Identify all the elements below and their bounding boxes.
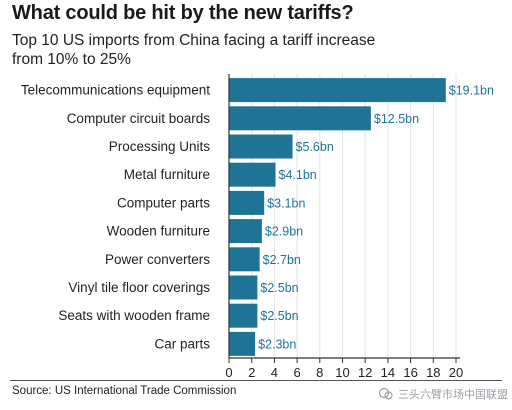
wechat-icon xyxy=(378,387,393,400)
x-tick-label-3: 6 xyxy=(293,365,300,380)
footer-divider xyxy=(10,380,502,381)
category-label-1: Computer circuit boards xyxy=(67,111,211,126)
value-label-9: $2.3bn xyxy=(258,337,296,351)
bar-3 xyxy=(229,162,276,187)
watermark-text: 三头六臂市场中国联盟 xyxy=(398,388,508,401)
category-label-9: Car parts xyxy=(154,336,210,351)
bar-0 xyxy=(229,78,446,103)
value-label-3: $4.1bn xyxy=(279,168,317,182)
bar-5 xyxy=(229,219,262,244)
x-tick-label-2: 4 xyxy=(271,365,278,380)
chart-subtitle: Top 10 US imports from China facing a ta… xyxy=(12,31,502,69)
category-label-7: Vinyl tile floor coverings xyxy=(68,280,210,295)
value-label-0: $19.1bn xyxy=(449,84,494,98)
category-label-6: Power converters xyxy=(105,252,210,267)
category-label-3: Metal furniture xyxy=(124,167,210,182)
x-tick-label-10: 20 xyxy=(449,365,463,380)
bar-6 xyxy=(229,247,260,272)
subtitle-line-1: Top 10 US imports from China facing a ta… xyxy=(12,32,376,49)
bar-7 xyxy=(229,275,258,300)
value-label-5: $2.9bn xyxy=(265,225,303,239)
value-label-8: $2.5bn xyxy=(260,309,298,323)
watermark: 三头六臂市场中国联盟 xyxy=(378,384,510,404)
category-label-2: Processing Units xyxy=(109,139,211,154)
bar-8 xyxy=(229,303,258,328)
x-tick-label-1: 2 xyxy=(248,365,255,380)
x-tick-label-4: 8 xyxy=(316,365,323,380)
bar-9 xyxy=(229,331,256,356)
subtitle-line-2: from 10% to 25% xyxy=(12,51,131,68)
value-label-2: $5.6bn xyxy=(296,140,334,154)
chart-title: What could be hit by the new tariffs? xyxy=(12,2,354,24)
x-tick-label-9: 18 xyxy=(426,365,440,380)
bar-2 xyxy=(229,134,293,159)
x-tick-label-0: 0 xyxy=(225,365,232,380)
value-label-4: $3.1bn xyxy=(267,196,305,210)
category-label-5: Wooden furniture xyxy=(107,224,210,239)
x-tick-label-6: 12 xyxy=(358,365,372,380)
value-label-7: $2.5bn xyxy=(260,281,298,295)
source-note: Source: US International Trade Commissio… xyxy=(12,385,237,397)
category-label-0: Telecommunications equipment xyxy=(21,83,210,98)
bar-1 xyxy=(229,106,371,131)
category-label-4: Computer parts xyxy=(117,195,210,210)
x-tick-label-5: 10 xyxy=(335,365,349,380)
bar-4 xyxy=(229,190,265,215)
value-label-6: $2.7bn xyxy=(263,253,301,267)
value-label-1: $12.5bn xyxy=(374,112,419,126)
category-label-8: Seats with wooden frame xyxy=(58,308,210,323)
x-tick-label-8: 16 xyxy=(403,365,417,380)
x-tick-label-7: 14 xyxy=(381,365,395,380)
